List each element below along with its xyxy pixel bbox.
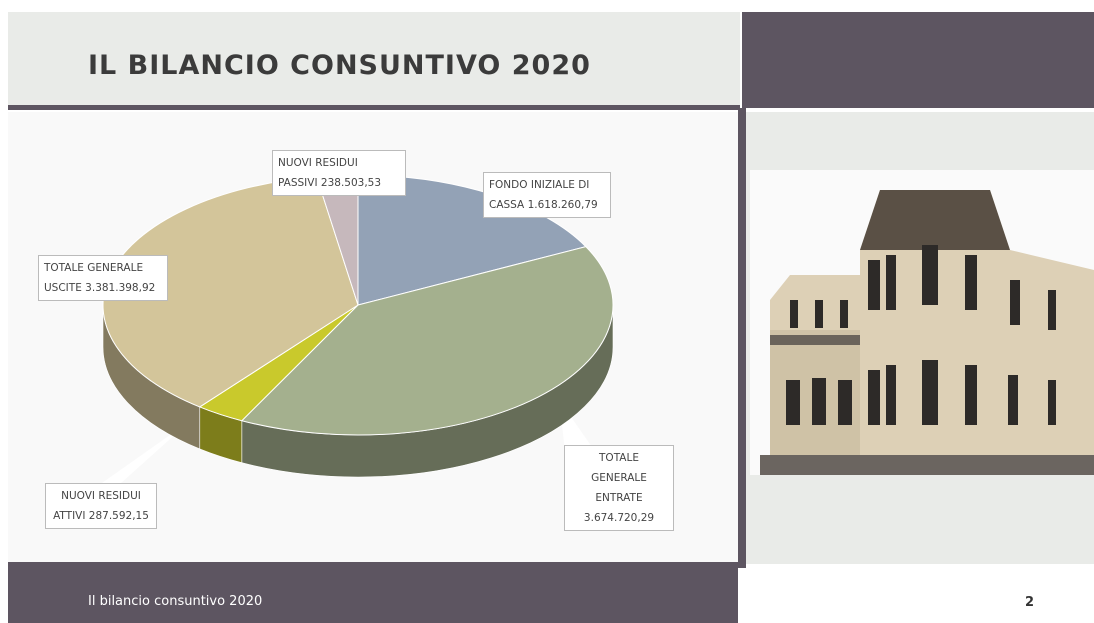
slide: IL BILANCIO CONSUNTIVO 2020 Il bilancio …	[0, 0, 1094, 623]
label-value: 1.618.260,79	[528, 199, 598, 211]
pie-chart	[0, 0, 1094, 623]
label-value: 3.381.398,92	[85, 282, 155, 294]
data-label: TOTALE GENERALE ENTRATE 3.674.720,29	[564, 445, 674, 531]
label-value: 287.592,15	[89, 510, 149, 522]
page-number: 2	[1025, 595, 1034, 610]
data-label: FONDO INIZIALE DI CASSA 1.618.260,79	[483, 172, 611, 218]
data-label: NUOVI RESIDUI ATTIVI 287.592,15	[45, 483, 157, 529]
label-value: 3.674.720,29	[584, 512, 654, 524]
label-category: TOTALE GENERALE ENTRATE	[591, 452, 647, 504]
data-label: TOTALE GENERALE USCITE 3.381.398,92	[38, 255, 168, 301]
slide-title: IL BILANCIO CONSUNTIVO 2020	[88, 50, 591, 81]
data-label: NUOVI RESIDUI PASSIVI 238.503,53	[272, 150, 406, 196]
footer-text: Il bilancio consuntivo 2020	[88, 594, 262, 609]
label-value: 238.503,53	[321, 177, 381, 189]
